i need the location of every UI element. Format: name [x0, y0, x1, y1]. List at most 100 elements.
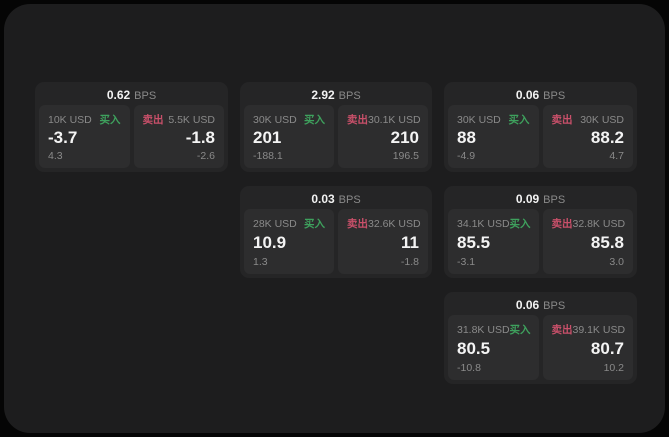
card-body: 28K USD 买入 10.9 1.3 卖出 32.6K USD 11 -1.8 — [244, 209, 428, 274]
bps-unit-label: BPS — [134, 90, 157, 102]
buy-price: 201 — [253, 128, 282, 148]
sell-tile-header: 卖出 32.6K USD — [347, 216, 421, 231]
sell-price: 80.7 — [590, 339, 624, 359]
sell-amount: 30K USD — [580, 114, 624, 126]
buy-tag: 买入 — [304, 218, 325, 230]
buy-amount: 30K USD — [253, 114, 297, 126]
buy-tile-header: 30K USD 买入 — [457, 112, 530, 127]
buy-price: 80.5 — [457, 339, 491, 359]
sell-quote-tile[interactable]: 卖出 32.6K USD 11 -1.8 — [338, 209, 428, 274]
sell-tag: 卖出 — [142, 114, 164, 126]
sell-delta: 10.2 — [603, 362, 624, 374]
bps-value: 0.06 — [515, 298, 540, 312]
sell-quote-tile[interactable]: 卖出 30K USD 88.2 4.7 — [542, 105, 633, 168]
sell-quote-tile[interactable]: 卖出 5.5K USD -1.8 -2.6 — [133, 105, 224, 168]
bps-unit-label: BPS — [543, 300, 566, 312]
buy-tag: 买入 — [509, 324, 531, 336]
sell-tile-header: 卖出 30.1K USD — [347, 112, 421, 127]
card-body: 30K USD 买入 201 -188.1 卖出 30.1K USD 210 1… — [244, 105, 428, 168]
buy-price: 10.9 — [253, 233, 287, 253]
quote-card: 2.92 BPS 30K USD 买入 201 -188.1 卖出 30.1K U… — [240, 82, 432, 172]
bps-unit-label: BPS — [543, 90, 566, 102]
sell-tile-header: 卖出 5.5K USD — [143, 112, 216, 127]
sell-quote-tile[interactable]: 卖出 32.8K USD 85.8 3.0 — [542, 209, 633, 274]
sell-tile-header: 卖出 32.8K USD — [551, 216, 626, 231]
bps-unit-label: BPS — [338, 90, 361, 102]
sell-delta: 3.0 — [609, 256, 624, 268]
buy-tile-header: 10K USD 买入 — [48, 112, 121, 127]
buy-tile-header: 28K USD 买入 — [253, 216, 325, 231]
buy-amount: 31.8K USD — [457, 324, 510, 336]
sell-amount: 39.1K USD — [572, 324, 626, 336]
buy-quote-tile[interactable]: 10K USD 买入 -3.7 4.3 — [39, 105, 130, 168]
buy-quote-tile[interactable]: 34.1K USD 买入 85.5 -3.1 — [448, 209, 539, 274]
buy-tag: 买入 — [509, 218, 531, 230]
buy-quote-tile[interactable]: 31.8K USD 买入 80.5 -10.8 — [448, 315, 539, 380]
buy-quote-tile[interactable]: 28K USD 买入 10.9 1.3 — [244, 209, 334, 274]
sell-amount: 5.5K USD — [168, 114, 215, 126]
buy-price: 88 — [457, 128, 476, 148]
quote-card: 0.09 BPS 34.1K USD 买入 85.5 -3.1 卖出 32.8K … — [444, 186, 637, 278]
quote-grid: 0.62 BPS 10K USD 买入 -3.7 4.3 卖出 5.5K USD … — [35, 82, 637, 384]
sell-tile-header: 卖出 39.1K USD — [551, 322, 626, 337]
sell-price: 11 — [401, 233, 419, 253]
bps-value: 2.92 — [311, 88, 335, 102]
buy-amount: 28K USD — [253, 218, 297, 230]
buy-tile-header: 31.8K USD 买入 — [457, 322, 531, 337]
card-header: 0.06 BPS — [448, 86, 633, 105]
sell-quote-tile[interactable]: 卖出 39.1K USD 80.7 10.2 — [542, 315, 633, 380]
sell-tag: 卖出 — [551, 114, 573, 126]
buy-tile-header: 34.1K USD 买入 — [457, 216, 531, 231]
buy-tile-header: 30K USD 买入 — [253, 112, 325, 127]
buy-tag: 买入 — [99, 114, 121, 126]
quote-card: 0.06 BPS 31.8K USD 买入 80.5 -10.8 卖出 39.1K… — [444, 292, 637, 384]
buy-price: -3.7 — [48, 128, 78, 148]
buy-delta: -10.8 — [457, 362, 481, 374]
card-header: 2.92 BPS — [244, 86, 428, 105]
card-header: 0.03 BPS — [244, 190, 428, 209]
buy-delta: -4.9 — [457, 150, 476, 162]
buy-delta: 4.3 — [48, 150, 63, 162]
sell-price: 85.8 — [590, 233, 624, 253]
sell-tile-header: 卖出 30K USD — [552, 112, 625, 127]
bps-value: 0.03 — [311, 192, 335, 206]
buy-quote-tile[interactable]: 30K USD 买入 88 -4.9 — [448, 105, 539, 168]
sell-delta: -1.8 — [400, 256, 419, 268]
sell-delta: 196.5 — [392, 150, 419, 162]
buy-price: 85.5 — [457, 233, 491, 253]
sell-amount: 32.8K USD — [572, 218, 626, 230]
buy-delta: -188.1 — [253, 150, 283, 162]
quote-card: 0.03 BPS 28K USD 买入 10.9 1.3 卖出 32.6K USD… — [240, 186, 432, 278]
buy-amount: 10K USD — [48, 114, 92, 126]
bps-value: 0.09 — [515, 192, 540, 206]
buy-delta: -3.1 — [457, 256, 476, 268]
card-body: 10K USD 买入 -3.7 4.3 卖出 5.5K USD -1.8 -2.… — [39, 105, 224, 168]
sell-price: 210 — [390, 128, 419, 148]
buy-amount: 30K USD — [457, 114, 501, 126]
sell-tag: 卖出 — [347, 218, 368, 230]
sell-quote-tile[interactable]: 卖出 30.1K USD 210 196.5 — [338, 105, 428, 168]
quote-card: 0.62 BPS 10K USD 买入 -3.7 4.3 卖出 5.5K USD … — [35, 82, 228, 172]
sell-tag: 卖出 — [551, 324, 573, 336]
card-header: 0.09 BPS — [448, 190, 633, 209]
card-body: 30K USD 买入 88 -4.9 卖出 30K USD 88.2 4.7 — [448, 105, 633, 168]
sell-price: -1.8 — [185, 128, 215, 148]
sell-tag: 卖出 — [347, 114, 368, 126]
sell-amount: 30.1K USD — [368, 114, 421, 126]
sell-tag: 卖出 — [551, 218, 573, 230]
bps-unit-label: BPS — [338, 194, 361, 206]
card-body: 34.1K USD 买入 85.5 -3.1 卖出 32.8K USD 85.8… — [448, 209, 633, 274]
card-header: 0.62 BPS — [39, 86, 224, 105]
card-header: 0.06 BPS — [448, 296, 633, 315]
buy-tag: 买入 — [508, 114, 530, 126]
card-body: 31.8K USD 买入 80.5 -10.8 卖出 39.1K USD 80.… — [448, 315, 633, 380]
bps-value: 0.62 — [106, 88, 131, 102]
buy-tag: 买入 — [304, 114, 325, 126]
sell-delta: -2.6 — [196, 150, 215, 162]
sell-amount: 32.6K USD — [368, 218, 421, 230]
bps-unit-label: BPS — [543, 194, 566, 206]
quote-card: 0.06 BPS 30K USD 买入 88 -4.9 卖出 30K USD 88… — [444, 82, 637, 172]
buy-amount: 34.1K USD — [457, 218, 510, 230]
main-panel: 0.62 BPS 10K USD 买入 -3.7 4.3 卖出 5.5K USD … — [4, 4, 665, 433]
buy-quote-tile[interactable]: 30K USD 买入 201 -188.1 — [244, 105, 334, 168]
